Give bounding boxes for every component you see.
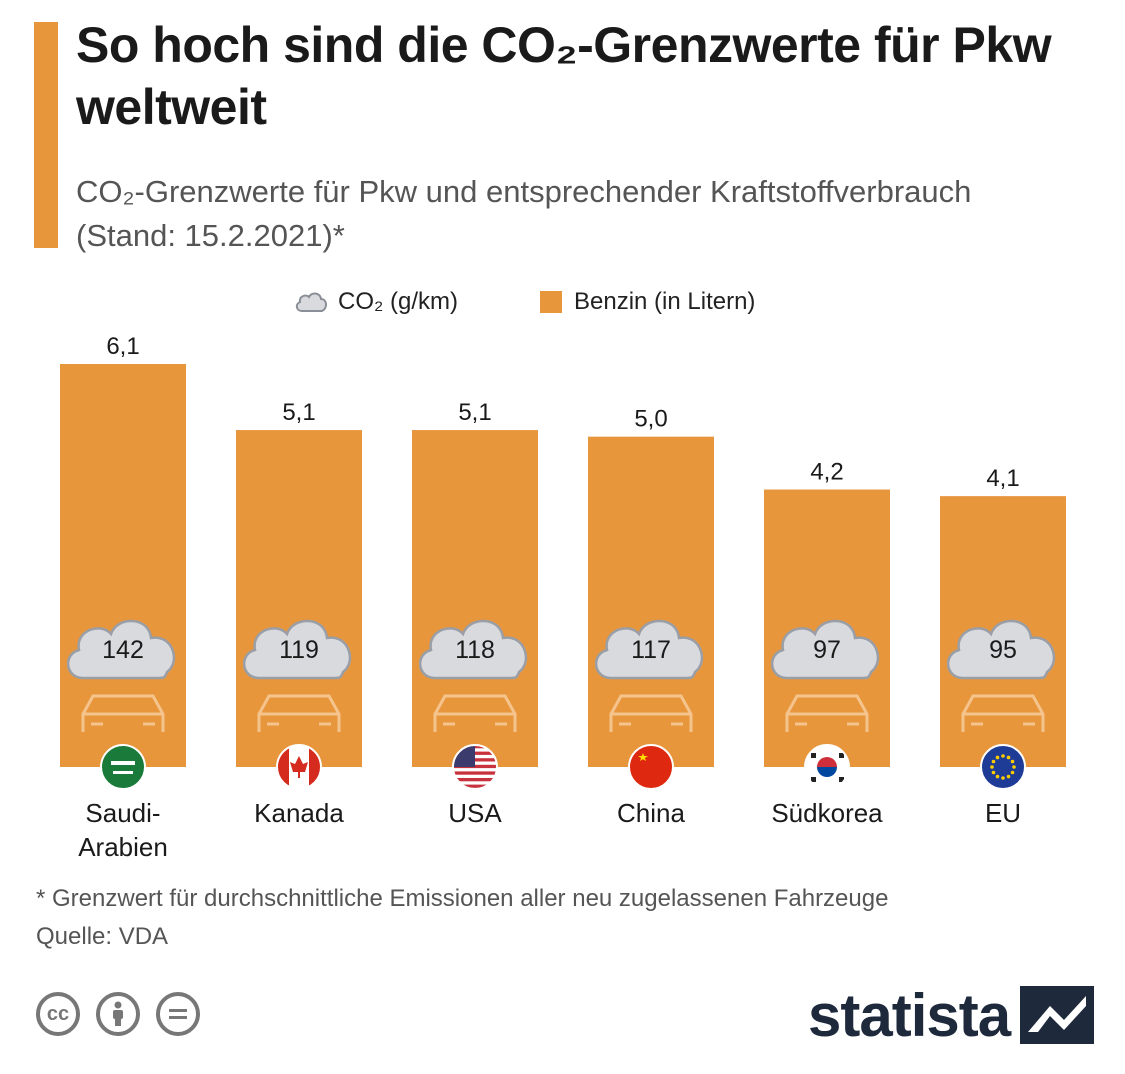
co2-value-label: 119 — [279, 636, 319, 664]
nd-icon — [156, 992, 200, 1036]
car-icon — [433, 694, 517, 732]
south-korea-flag — [804, 744, 850, 790]
bar-group: 4,1 95 EU — [940, 465, 1066, 828]
co2-value-label: 118 — [455, 636, 495, 664]
bar-group: 5,1 118 USA — [412, 399, 538, 828]
chart-subtitle: CO₂-Grenzwerte für Pkw und entsprechende… — [76, 174, 972, 253]
legend-item-benzin: Benzin (in Litern) — [540, 282, 755, 322]
bar-group: 4,2 97 Südkorea — [764, 459, 890, 828]
bar — [588, 436, 714, 767]
co2-value-label: 95 — [989, 636, 1017, 664]
statista-logo: statista — [808, 980, 1095, 1050]
cloud-icon — [243, 619, 352, 680]
cloud-icon — [771, 619, 880, 680]
legend: CO₂ (g/km) Benzin (in Litern) — [0, 282, 1125, 322]
car-icon — [609, 694, 693, 732]
co2-value-label: 117 — [631, 636, 671, 664]
title-accent-bar — [34, 22, 58, 248]
cloud-icon — [947, 619, 1056, 680]
bar-group: 5,0 117 China — [588, 406, 714, 828]
bar — [236, 430, 362, 767]
bar-value-label: 5,1 — [282, 399, 315, 426]
cloud-icon — [419, 619, 528, 680]
category-label: EU — [985, 798, 1021, 828]
legend-swatch-benzin — [540, 291, 562, 313]
bar-value-label: 4,1 — [986, 465, 1019, 492]
bar-value-label: 5,0 — [634, 406, 667, 433]
cloud-icon — [67, 619, 176, 680]
category-label: USA — [448, 798, 502, 828]
canada-flag — [276, 744, 322, 790]
cc-icon: cc — [36, 992, 80, 1036]
saudi-arabia-flag — [100, 744, 146, 790]
bar-group: 6,1 142 Saudi-Arabien — [60, 333, 186, 862]
cloud-icon — [295, 292, 327, 312]
chart-title: So hoch sind die CO₂-Grenzwerte für Pkw … — [76, 17, 1052, 135]
legend-label-co2: CO₂ (g/km) — [338, 288, 458, 315]
legend-item-co2: CO₂ (g/km) — [294, 282, 458, 322]
co2-value-label: 97 — [813, 636, 841, 664]
by-icon — [96, 992, 140, 1036]
category-label: Kanada — [254, 798, 344, 828]
bar-value-label: 5,1 — [458, 399, 491, 426]
china-flag — [628, 744, 674, 790]
footnote-text: * Grenzwert für durchschnittliche Emissi… — [36, 885, 889, 912]
cloud-icon — [595, 619, 704, 680]
category-label: Südkorea — [771, 798, 883, 828]
car-icon — [257, 694, 341, 732]
brand-name: statista — [808, 981, 1011, 1049]
car-icon — [81, 694, 165, 732]
car-icon — [961, 694, 1045, 732]
bar-group: 5,1 119 Kanada — [236, 399, 362, 828]
footnote: * Grenzwert für durchschnittliche Emissi… — [36, 880, 1116, 956]
usa-flag — [452, 744, 498, 790]
bar-chart: 6,1 142 Saudi-Arabien 5,1 119 Kanada 5,1 118 USA… — [60, 333, 1066, 862]
bar — [60, 364, 186, 767]
bar-value-label: 6,1 — [106, 333, 139, 360]
category-label: Saudi-Arabien — [78, 798, 168, 862]
bar-value-label: 4,2 — [810, 459, 843, 486]
category-label: China — [617, 798, 685, 828]
license-icons: cc — [36, 992, 200, 1044]
car-icon — [785, 694, 869, 732]
source-text: Quelle: VDA — [36, 923, 169, 950]
co2-value-label: 142 — [102, 636, 144, 664]
bar — [412, 430, 538, 767]
statista-mark-icon — [1020, 986, 1095, 1044]
legend-label-benzin: Benzin (in Litern) — [574, 288, 756, 315]
eu-flag — [980, 744, 1026, 790]
